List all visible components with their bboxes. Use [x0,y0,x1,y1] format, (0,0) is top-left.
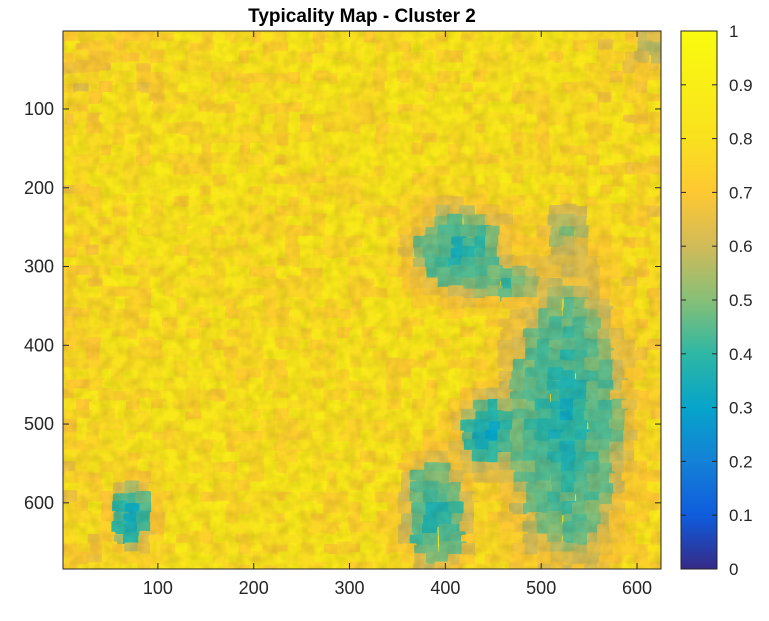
y-tick-label: 100 [24,99,54,119]
heatmap-cell [663,318,679,331]
colorbar-tick-label: 0.8 [729,130,753,149]
heatmap-cell [662,154,678,167]
heatmap-cell [662,370,678,383]
heatmap-cell [660,482,661,494]
axes-frame [62,30,662,570]
heatmap-cell [660,419,661,432]
colorbar-tick-label: 0.3 [729,399,753,418]
heatmap-cell [659,349,661,363]
x-tick-label: 600 [622,578,652,598]
heatmap-cell [659,185,661,199]
y-axis: 100 200 300 400 500 600 [24,99,661,513]
heatmap-cell [663,380,679,393]
y-tick-label: 500 [24,414,54,434]
x-tick-label: 100 [143,578,173,598]
heatmap-cell [662,256,678,269]
heatmap-cell [659,534,661,548]
x-tick-label: 500 [526,578,556,598]
colorbar-tick-label: 0.1 [729,506,753,525]
y-tick-label: 300 [24,257,54,277]
heatmap-cell [659,410,661,425]
heatmap-cell [662,472,678,485]
heatmap-cell [662,336,678,349]
colorbar-tick-label: 0.9 [729,76,753,95]
heatmap-field [63,31,679,569]
colorbar-tick-label: 0.4 [729,345,753,364]
heatmap-cell [660,297,661,310]
colorbar-tick-label: 1 [729,22,738,41]
heatmap-texture [63,31,661,569]
heatmap-cell [659,563,661,569]
heatmap-cell [663,123,679,136]
heatmap-cell [662,452,678,465]
chart-title: Typicality Map - Cluster 2 [248,6,476,27]
colorbar-axis: 0 0.1 0.2 0.3 0.4 0.5 0.6 0.7 0.8 0.9 1 [681,22,753,579]
heatmap-cell [660,134,661,146]
colorbar [680,30,718,570]
heatmap-cell [662,330,678,343]
heatmap-cell [659,166,661,180]
heatmap-cell [660,31,661,43]
heatmap-cell [659,104,661,118]
heatmap-cell [659,195,661,209]
colorbar-tick-label: 0.6 [729,237,753,256]
heatmap-cell [660,511,661,525]
x-tick-label: 300 [335,578,365,598]
heatmap-cell [662,112,678,125]
heatmap-cell [661,91,677,104]
heatmap-cell [663,391,679,404]
y-tick-label: 400 [24,335,54,355]
heatmap-cell [662,267,678,280]
colorbar-tick-label: 0.7 [729,183,753,202]
colorbar-tick-label: 0.5 [729,291,753,310]
y-tick-label: 200 [24,178,54,198]
heatmap-cell [661,361,677,374]
heatmap-cell [662,51,678,64]
heatmap-cell [660,40,661,52]
heatmap-cell [662,70,678,83]
y-tick-label: 600 [24,493,54,513]
colorbar-tick-label: 0.2 [729,452,753,471]
heatmap-cell [660,288,661,300]
x-tick-label: 200 [239,578,269,598]
heatmap-cell [662,554,678,567]
heatmap-cell [662,462,678,475]
heatmap-cell [660,235,661,248]
heatmap-cell [662,522,678,535]
colorbar-tick-label: 0 [729,560,738,579]
x-tick-label: 400 [430,578,460,598]
heatmap-cell [661,400,677,413]
heatmap-cell [662,429,678,442]
heatmap-cell [663,224,679,237]
heatmap-cell [663,83,679,96]
heatmap-cell [660,207,661,219]
heatmap-cell [661,176,677,189]
heatmap-cell [661,247,677,260]
heatmap-cell [659,502,661,516]
heatmap-cell [662,216,678,229]
heatmap-cell [663,542,679,555]
heatmap-cell [659,490,661,504]
heatmap-cell [659,441,661,455]
heatmap-cell [660,279,661,292]
heatmap-cell [659,143,661,157]
x-axis: 100 200 300 400 500 600 [143,31,652,598]
